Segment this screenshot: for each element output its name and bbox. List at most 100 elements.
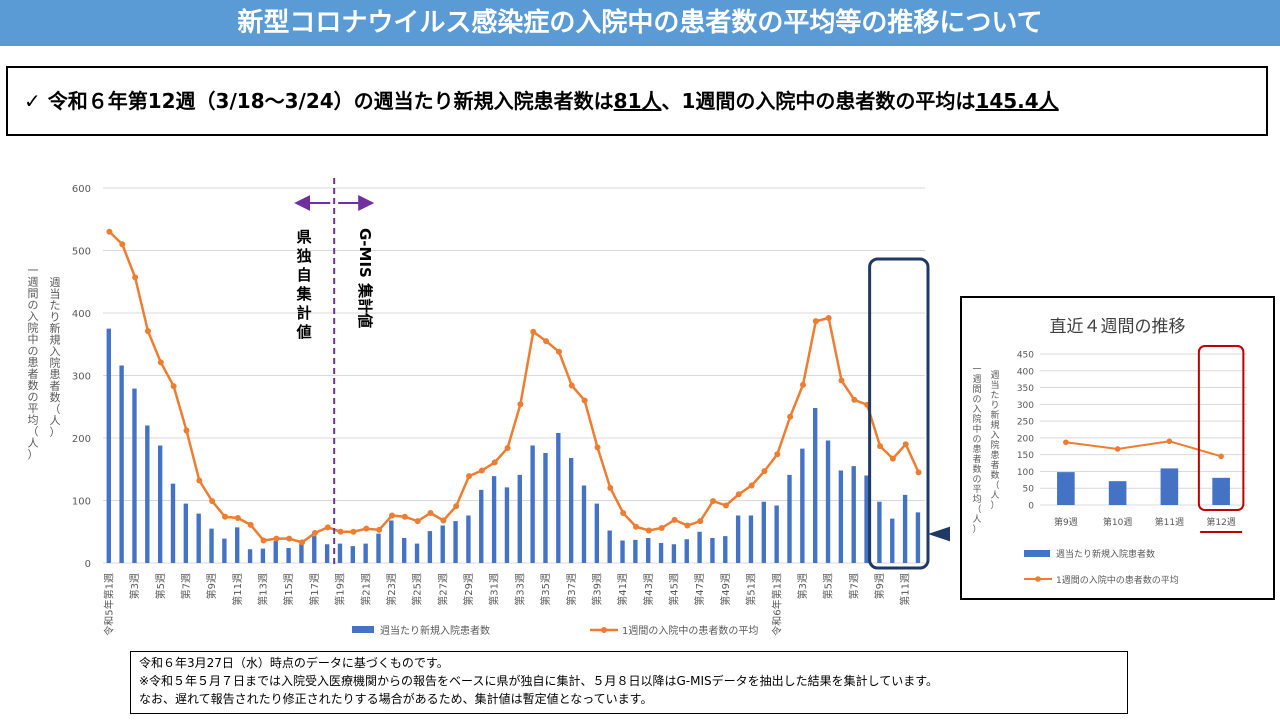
inset-y-tick-label: 250 — [1017, 418, 1034, 428]
recent-weeks-highlight — [868, 257, 930, 570]
bar-weekly-new — [324, 544, 330, 563]
bar-weekly-new — [761, 501, 766, 563]
x-tick-label: 第35週 — [539, 573, 552, 606]
bar-weekly-new — [132, 388, 137, 563]
line-point — [607, 485, 614, 491]
line-point — [106, 228, 113, 235]
bar-weekly-new — [851, 466, 856, 563]
inset-line-point — [1166, 438, 1173, 445]
x-tick-label: 第5週 — [822, 573, 835, 599]
line-point — [761, 468, 768, 475]
bar-weekly-new — [877, 501, 882, 563]
bar-weekly-new — [183, 503, 189, 563]
summary-weekly-new: 81人 — [613, 89, 662, 113]
line-point — [247, 521, 254, 528]
x-tick-label: 第43週 — [642, 573, 655, 606]
line-point — [453, 503, 460, 510]
inset-title: 直近４週間の推移 — [1049, 317, 1186, 337]
line-point — [311, 530, 318, 536]
x-tick-label: 第5週 — [154, 573, 167, 599]
bar-weekly-new — [222, 538, 227, 563]
footnote-line-3: なお、遅れて報告されたり修正されたりする場合があるため、集計値は暫定値となってい… — [139, 692, 653, 706]
bar-weekly-new — [684, 539, 689, 563]
line-point — [568, 382, 575, 389]
line-point — [350, 528, 357, 535]
inset-y-axis-title-left: 一週間の入院中の患者数の平均（人） — [972, 365, 981, 535]
x-tick-label: 第9週 — [205, 573, 218, 599]
y-axis-title-right: 週当たり新規入院患者数（人） — [50, 276, 61, 439]
inset-y-tick-label: 400 — [1017, 367, 1034, 377]
line-point — [209, 498, 216, 505]
inset-x-tick-label: 第10週 — [1103, 516, 1132, 528]
x-tick-label: 第7週 — [179, 573, 192, 599]
inset-line-point — [1063, 439, 1069, 446]
line-point — [222, 513, 229, 520]
x-tick-label: 第11週 — [231, 573, 244, 606]
line-point — [877, 443, 884, 450]
line-point — [363, 525, 370, 532]
inset-bar-weekly-new — [1057, 472, 1075, 505]
y-tick-label: 400 — [72, 309, 91, 320]
inset-legend-bar-swatch — [1024, 550, 1050, 557]
line-point — [671, 516, 678, 523]
inset-y-tick-label: 300 — [1017, 401, 1034, 411]
x-tick-label: 第51週 — [745, 573, 758, 606]
x-tick-label: 第3週 — [128, 573, 141, 599]
inset-panel: 直近４週間の推移 0 50 100 150 200 250 300 350 400 450 第9週 第… — [960, 296, 1275, 600]
line-point — [299, 539, 306, 546]
bar-weekly-new — [427, 531, 433, 563]
line-point — [132, 274, 139, 281]
bar-weekly-new — [530, 445, 535, 563]
line-point — [851, 396, 858, 403]
line-point — [838, 377, 845, 384]
line-point — [697, 518, 704, 525]
x-tick-label: 第9週 — [873, 573, 886, 599]
inset-legend-line-label: 1週間の入院中の患者数の平均 — [1056, 574, 1179, 586]
bar-weekly-new — [504, 487, 510, 563]
bar-weekly-new — [337, 543, 343, 563]
bar-weekly-new — [620, 540, 625, 563]
line-point — [555, 348, 562, 355]
bar-weekly-new — [350, 546, 355, 563]
inset-bar-weekly-new — [1108, 481, 1127, 505]
line-point — [427, 510, 434, 516]
footnote: 令和６年3月27日（水）時点のデータに基づくものです。 ※令和５年５月７日までは… — [130, 651, 1128, 714]
x-tick-label: 第49週 — [719, 573, 732, 606]
inset-y-tick-label: 100 — [1017, 468, 1034, 478]
bar-weekly-new — [710, 538, 715, 563]
inset-latest-highlight — [1197, 345, 1245, 511]
line-point — [286, 535, 293, 542]
bar-weekly-new — [787, 474, 792, 563]
line-point — [684, 522, 691, 529]
line-point — [119, 241, 126, 248]
inset-y-tick-label: 200 — [1017, 434, 1034, 444]
summary-middle: 、1週間の入院中の患者数の平均は — [661, 89, 976, 113]
x-tick-label: 第11週 — [899, 573, 912, 606]
x-tick-label: 第47週 — [693, 573, 706, 606]
x-tick-label: 第29週 — [462, 573, 475, 606]
inset-y-tick-label: 150 — [1017, 451, 1034, 461]
bar-weekly-new — [247, 549, 253, 563]
bar-weekly-new — [748, 515, 754, 563]
bar-weekly-new — [402, 538, 407, 563]
inset-chart: 0 50 100 150 200 250 300 350 400 450 第9週 第10週 第11週 第1… — [972, 345, 1247, 586]
inset-x-tick-label: 第11週 — [1155, 516, 1184, 528]
line-point — [144, 328, 151, 335]
bar-weekly-new — [389, 520, 394, 563]
y-axis-title-left: 一週間の入院中の患者数の平均（人） — [28, 264, 39, 461]
x-tick-label: 第37週 — [565, 573, 578, 606]
y-tick-label: 300 — [72, 372, 91, 383]
line-point — [543, 338, 550, 345]
inset-bar-weekly-new — [1212, 477, 1230, 505]
bar-weekly-new — [119, 365, 124, 563]
line-point — [530, 328, 537, 335]
line-weekly-average — [108, 230, 920, 544]
line-point — [594, 444, 601, 451]
x-tick-label: 第27週 — [436, 573, 449, 606]
line-point — [517, 401, 524, 408]
line-point — [658, 525, 665, 531]
line-point — [787, 413, 794, 420]
bar-weekly-new — [157, 445, 163, 563]
x-tick-label: 第13週 — [257, 573, 270, 606]
line-point — [722, 502, 729, 509]
